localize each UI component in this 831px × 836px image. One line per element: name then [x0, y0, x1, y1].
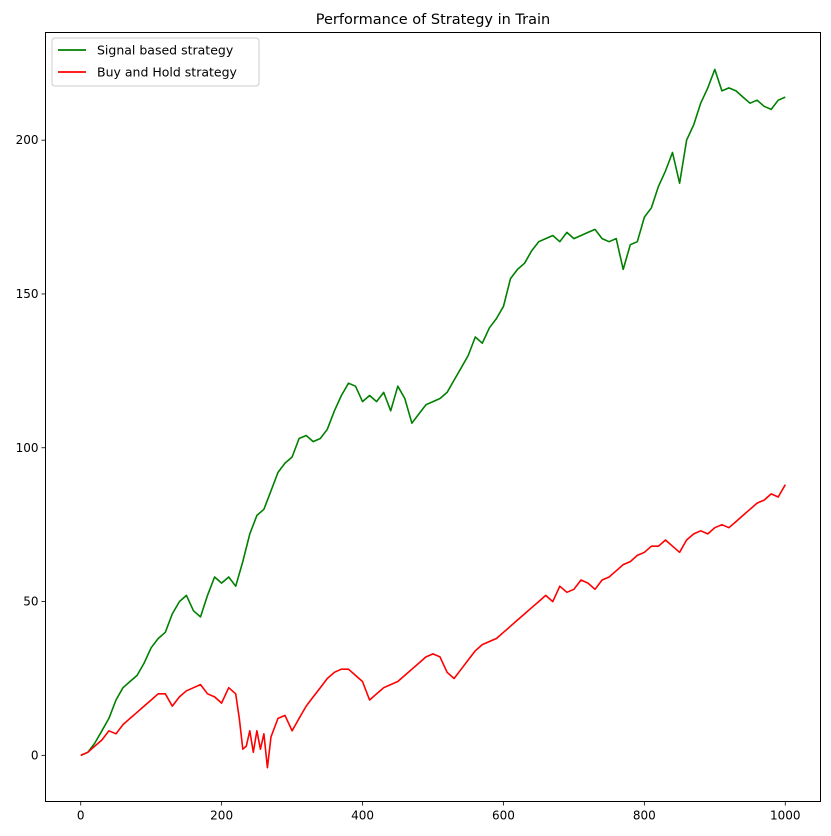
legend: Signal based strategy Buy and Hold strat…: [51, 37, 260, 87]
x-tick-label: 200: [210, 809, 233, 823]
legend-box: [51, 37, 260, 87]
y-tick-label: 150: [16, 287, 39, 301]
series-lines: [80, 68, 786, 769]
legend-label-signal: Signal based strategy: [97, 43, 234, 58]
x-tick-label: 600: [492, 809, 515, 823]
plot-area: [45, 32, 821, 802]
y-tick-label: 50: [23, 595, 38, 609]
x-tick-label: 0: [77, 809, 85, 823]
x-tick-label: 400: [351, 809, 374, 823]
x-tick-label: 1000: [770, 809, 801, 823]
legend-label-buy-hold: Buy and Hold strategy: [97, 65, 238, 80]
axis-ticks: 0 200 400 600 800 1000 0 50 100 150 200: [16, 133, 801, 822]
y-tick-label: 100: [16, 441, 39, 455]
y-tick-label: 200: [16, 133, 39, 147]
series-line-signal: [80, 68, 786, 757]
series-line-buy-hold: [80, 484, 786, 769]
y-tick-label: 0: [31, 748, 39, 762]
x-tick-label: 800: [633, 809, 656, 823]
chart-title: Performance of Strategy in Train: [316, 12, 550, 28]
